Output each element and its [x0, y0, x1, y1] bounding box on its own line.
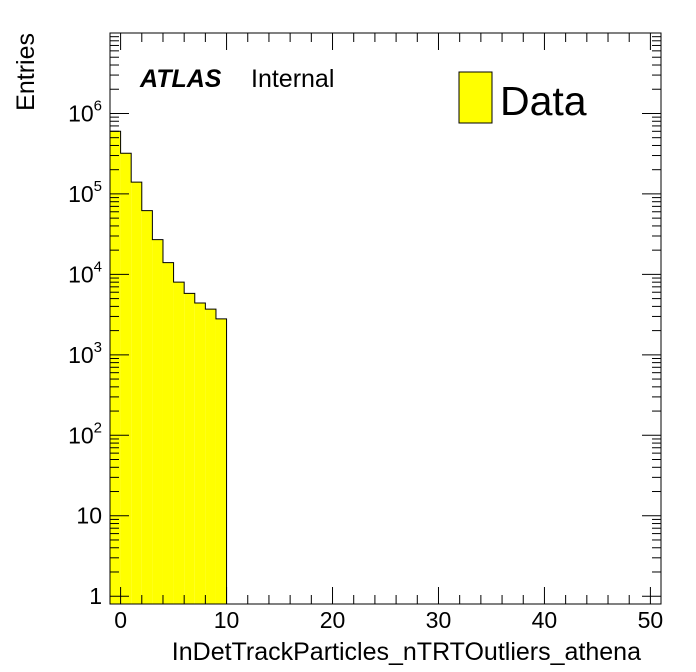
legend-label: Data: [500, 78, 587, 124]
y-tick-label: 106: [68, 97, 102, 126]
histogram-bars: [109, 130, 228, 605]
atlas-label-text: Internal: [251, 65, 334, 93]
histogram-bar: [173, 282, 185, 604]
histogram-outline: [109, 130, 228, 604]
histogram-bar: [141, 210, 153, 604]
x-tick-label: 10: [214, 607, 240, 633]
y-tick-label: 105: [68, 178, 102, 207]
atlas-label: ATLAS Internal: [139, 65, 334, 93]
histogram-bar: [131, 182, 142, 604]
x-axis-ticks: [120, 33, 651, 604]
y-axis-title: Entries: [12, 33, 40, 111]
x-tick-label: 0: [114, 607, 127, 633]
histogram-bar: [184, 293, 195, 604]
y-tick-label: 10: [76, 503, 102, 529]
y-tick-labels: 1 10 102 103 104 105 106: [68, 97, 102, 609]
y-axis-ticks: [110, 36, 661, 597]
histogram-bar: [205, 309, 216, 604]
x-tick-label: 40: [532, 607, 558, 633]
histogram-bar: [120, 153, 132, 604]
histogram-bar: [152, 239, 163, 604]
x-tick-label: 20: [320, 607, 346, 633]
x-axis-title: InDetTrackParticles_nTRTOutliers_athena: [172, 638, 641, 666]
y-tick-label: 102: [68, 419, 102, 448]
legend-swatch: [458, 71, 493, 124]
plot-frame: [109, 32, 662, 605]
x-tick-label: 30: [426, 607, 452, 633]
x-tick-label: 50: [638, 607, 664, 633]
histogram-bar: [194, 303, 206, 604]
legend: Data: [458, 71, 587, 124]
histogram-bar: [215, 318, 227, 604]
y-tick-label: 104: [68, 258, 102, 287]
x-tick-labels: 0 10 20 30 40 50: [114, 607, 663, 633]
y-tick-label: 103: [68, 339, 102, 368]
y-tick-label: 1: [89, 583, 102, 609]
atlas-label-bold: ATLAS: [139, 65, 222, 93]
histogram-bar: [162, 262, 174, 604]
